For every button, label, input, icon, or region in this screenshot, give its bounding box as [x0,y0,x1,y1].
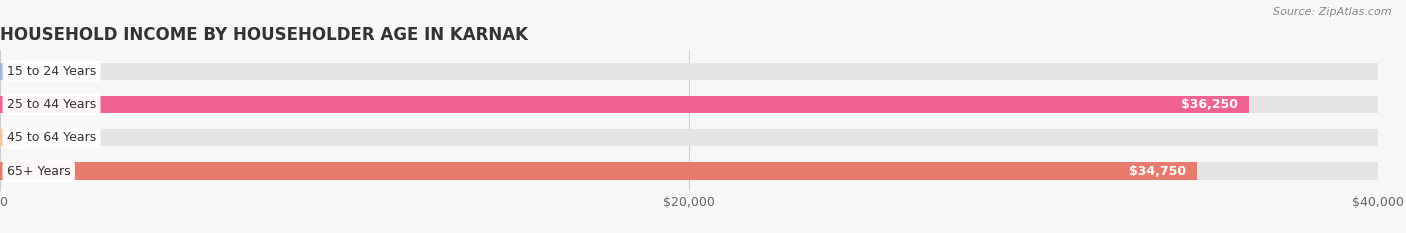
Bar [0,63,25,80]
Text: HOUSEHOLD INCOME BY HOUSEHOLDER AGE IN KARNAK: HOUSEHOLD INCOME BY HOUSEHOLDER AGE IN K… [0,26,529,44]
Text: 15 to 24 Years: 15 to 24 Years [7,65,96,78]
Text: Source: ZipAtlas.com: Source: ZipAtlas.com [1274,7,1392,17]
Text: $36,250: $36,250 [1181,98,1237,111]
Bar [0,63,1378,80]
Text: $0: $0 [31,131,46,144]
Text: $0: $0 [31,65,46,78]
Bar [0,129,1378,147]
Bar [0,162,1378,180]
Text: 45 to 64 Years: 45 to 64 Years [7,131,96,144]
Bar [0,96,1249,113]
Text: 25 to 44 Years: 25 to 44 Years [7,98,96,111]
Bar [0,129,25,147]
Text: 65+ Years: 65+ Years [7,164,70,178]
Bar [0,162,1197,180]
Text: $34,750: $34,750 [1129,164,1187,178]
Bar [0,96,1378,113]
